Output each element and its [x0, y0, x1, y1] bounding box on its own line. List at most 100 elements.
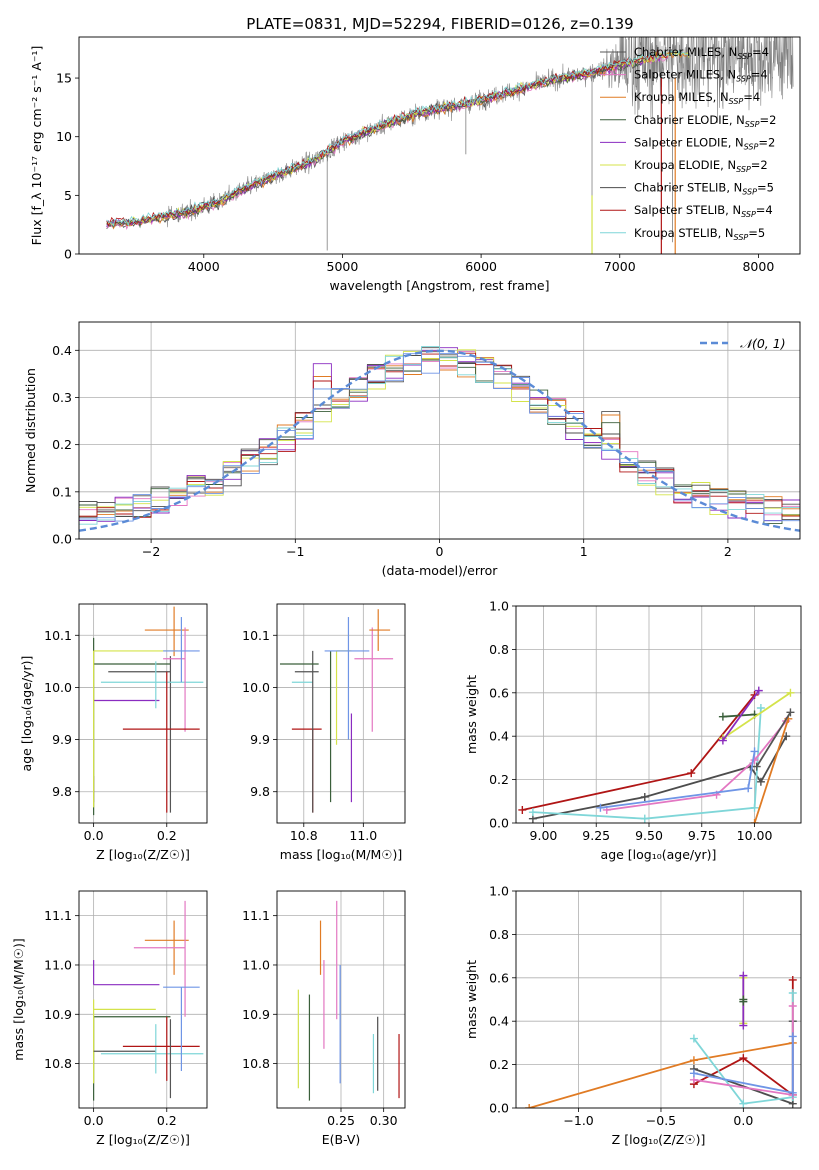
weight-line	[606, 720, 787, 811]
mass-vs-ebv-panel: 0.25 0.30 10.8 10.9 11.0 11.1 E(B-V)	[242, 890, 406, 1147]
plot-area	[79, 346, 800, 539]
y-tick-label: 11.0	[44, 957, 72, 972]
y-tick-label: 0.2	[52, 437, 72, 452]
weight-marker	[750, 803, 759, 812]
model-line-salpeter-miles	[106, 55, 668, 230]
histogram-blue	[79, 352, 800, 539]
weight-marker	[640, 792, 649, 801]
axes-frame	[515, 890, 802, 1109]
legend-value: =2	[760, 113, 777, 127]
weight-marker	[786, 708, 795, 717]
weight-marker	[689, 1056, 698, 1065]
x-tick-label: 2	[724, 544, 732, 559]
y-tick-label: 10	[56, 129, 72, 144]
weight-line	[722, 713, 755, 718]
weight-marker	[739, 1054, 748, 1063]
plot-area	[525, 971, 797, 1108]
axes-frame	[78, 36, 801, 255]
legend-label: Kroupa ELODIE, N	[634, 158, 736, 172]
weight-marker	[788, 1002, 797, 1011]
weight-marker	[739, 1099, 748, 1108]
legend-label: Kroupa MILES, N	[634, 90, 729, 104]
legend-label: Kroupa STELIB, N	[634, 226, 734, 240]
legend-subscript: SSP	[734, 233, 749, 242]
x-tick-label: 0.0	[84, 828, 104, 843]
weight-marker	[518, 805, 527, 814]
x-tick-label: −1	[286, 544, 304, 559]
legend-entry: Kroupa STELIB, NSSP=5	[634, 226, 765, 242]
y-tick-label: 11.1	[44, 908, 72, 923]
model-line-salpeter-elodie	[106, 53, 668, 228]
weight-marker	[750, 756, 759, 765]
y-tick-label: 10.1	[242, 628, 270, 643]
y-tick-label: 10.0	[242, 680, 270, 695]
figure-title: PLATE=0831, MJD=52294, FIBERID=0126, z=0…	[246, 15, 633, 33]
weight-marker	[596, 803, 605, 812]
legend-value: =4	[743, 90, 760, 104]
legend-entry: 𝒩(0, 1)	[740, 336, 786, 351]
x-tick-label: 9.50	[635, 828, 663, 843]
y-tick-label: 0.4	[52, 343, 72, 358]
x-tick-label: 0.25	[327, 1113, 355, 1128]
y-tick-label: 11.0	[242, 957, 270, 972]
y-tick-label: 15	[56, 71, 72, 86]
x-tick-label: 6000	[465, 259, 497, 274]
y-tick-label: 10.9	[242, 1007, 270, 1022]
weight-marker	[739, 971, 748, 980]
y-tick-label: 0.8	[489, 642, 509, 657]
weight-marker	[718, 736, 727, 745]
axes-frame	[78, 890, 208, 1109]
y-tick-label: 0	[64, 247, 72, 262]
weight-marker	[744, 784, 753, 793]
weight-marker	[525, 1104, 534, 1108]
legend-entry: Chabrier STELIB, NSSP=5	[634, 181, 774, 197]
y-axis-label: mass weight	[464, 675, 479, 754]
legend-entry: Kroupa MILES, NSSP=4	[634, 90, 760, 106]
y-axis-label: mass [log₁₀(M/M☉)]	[11, 938, 26, 1060]
legend-subscript: SSP	[742, 188, 757, 197]
model-line-kroupa-stelib	[106, 50, 690, 227]
y-tick-label: 0.3	[52, 390, 72, 405]
y-tick-label: 0.6	[489, 685, 509, 700]
y-axis-label: age [log₁₀(age/yr)]	[19, 656, 34, 772]
weight-marker	[788, 988, 797, 997]
y-tick-label: 0.1	[52, 484, 72, 499]
y-tick-label: 5	[64, 188, 72, 203]
weight-marker	[750, 747, 759, 756]
legend-entry: Salpeter MILES, NSSP=4	[634, 68, 768, 84]
y-tick-label: 0.2	[489, 772, 509, 787]
weight-line	[532, 735, 787, 820]
x-tick-label: 0.0	[84, 1113, 104, 1128]
x-tick-label: 8000	[742, 259, 774, 274]
y-tick-label: 9.9	[52, 732, 72, 747]
y-tick-label: 0.8	[489, 927, 509, 942]
y-axis-label: Flux [f_λ 10⁻¹⁷ erg cm⁻² s⁻¹ A⁻¹]	[29, 46, 44, 246]
legend-subscript: SSP	[736, 165, 751, 174]
x-tick-label: 0.2	[157, 1113, 177, 1128]
y-tick-label: 11.1	[242, 908, 270, 923]
axes-frame	[78, 603, 208, 824]
legend-label: Salpeter MILES, N	[634, 68, 736, 82]
x-axis-label: mass [log₁₀(M/M☉)]	[280, 847, 402, 862]
y-tick-label: 9.8	[250, 784, 270, 799]
weight-marker	[788, 1088, 797, 1097]
weight-marker	[687, 769, 696, 778]
y-tick-label: 1.0	[489, 599, 509, 614]
legend-subscript: SSP	[741, 210, 756, 219]
weight-marker	[786, 688, 795, 697]
x-tick-label: 4000	[188, 259, 220, 274]
plot-area	[106, 37, 794, 254]
x-tick-label: 9.00	[530, 828, 558, 843]
x-axis-label: (data-model)/error	[382, 563, 499, 578]
legend-entry: Chabrier MILES, NSSP=4	[634, 45, 769, 61]
model-line-chabrier-elodie	[106, 57, 648, 229]
x-tick-label: 0.2	[157, 828, 177, 843]
weight-line	[753, 718, 790, 823]
x-tick-label: 0.0	[733, 1113, 753, 1128]
x-tick-label: −1.0	[563, 1113, 593, 1128]
plot-area	[93, 900, 204, 1101]
x-axis-label: E(B-V)	[322, 1132, 361, 1147]
legend-entry: Kroupa ELODIE, NSSP=2	[634, 158, 768, 174]
y-tick-label: 0.0	[52, 532, 72, 547]
